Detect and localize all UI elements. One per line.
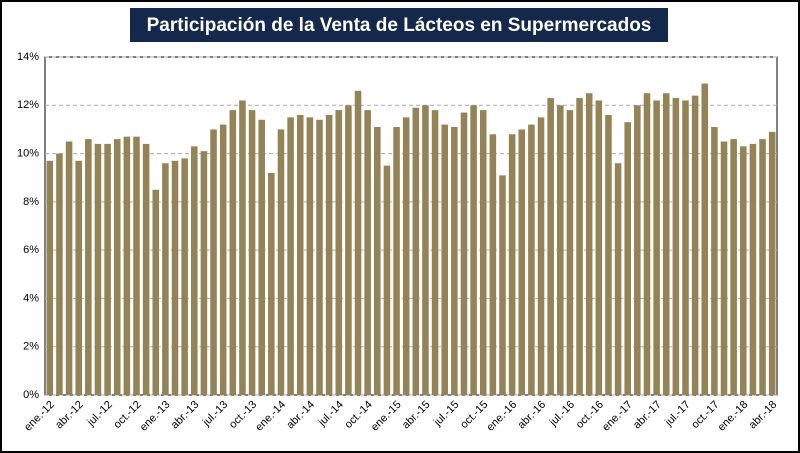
bar: [547, 98, 554, 396]
bar: [229, 110, 237, 395]
bar: [306, 117, 314, 395]
bar: [287, 117, 294, 395]
bar: [133, 136, 140, 395]
bar: [740, 146, 747, 395]
bar: [528, 124, 535, 395]
bar: [354, 90, 362, 396]
bar: [219, 124, 227, 395]
bar: [479, 110, 487, 395]
bar: [557, 105, 564, 396]
bar: [566, 110, 574, 395]
bar: [94, 143, 102, 395]
bar: [123, 136, 131, 395]
bar: [711, 127, 718, 395]
bar: [614, 163, 622, 395]
y-tick-label: 8%: [23, 196, 39, 208]
bar: [518, 129, 526, 395]
bar: [412, 107, 420, 395]
bar: [402, 117, 410, 395]
bar: [489, 134, 497, 395]
bar: [56, 153, 63, 395]
bar: [383, 165, 391, 395]
bar: [113, 139, 121, 395]
bar: [162, 163, 169, 395]
bar: [268, 172, 275, 395]
bar: [634, 105, 641, 396]
bar: [85, 139, 92, 395]
bar: [210, 129, 217, 395]
y-tick-label: 12%: [17, 99, 39, 111]
bar: [720, 141, 728, 395]
bar: [441, 124, 448, 395]
bar: [585, 93, 593, 395]
bar: [643, 93, 651, 395]
y-tick-label: 6%: [23, 244, 39, 256]
bar: [691, 95, 699, 395]
y-tick-label: 14%: [17, 51, 39, 63]
bar: [470, 105, 477, 396]
bar: [152, 189, 160, 395]
bar: [576, 98, 583, 396]
bar: [393, 127, 400, 395]
chart-title: Participación de la Venta de Lácteos en …: [147, 15, 652, 36]
bar: [335, 110, 343, 395]
bar: [258, 119, 265, 396]
bar: [672, 98, 680, 396]
bar: [508, 134, 516, 395]
bar: [499, 175, 506, 395]
y-tick-label: 4%: [23, 292, 39, 304]
bar: [374, 127, 381, 395]
bar: [653, 100, 660, 395]
bar: [316, 119, 323, 396]
bar: [46, 160, 54, 395]
bar: [730, 139, 737, 395]
bar: [624, 122, 631, 395]
bar: [171, 160, 179, 395]
bar: [662, 93, 670, 395]
bar: [431, 110, 439, 395]
bar: [191, 146, 198, 395]
bar: [142, 143, 150, 395]
bar: [682, 100, 689, 395]
bar: [75, 160, 82, 395]
y-tick-label: 2%: [23, 341, 39, 353]
bar: [181, 158, 188, 395]
bar: [422, 105, 429, 396]
bar: [296, 114, 304, 395]
bar: [768, 131, 776, 396]
bar: [460, 112, 468, 396]
bar: [595, 100, 603, 395]
bar: [759, 139, 766, 395]
bar: [451, 127, 458, 395]
bar: [345, 105, 352, 396]
bar: [325, 114, 333, 395]
bar: [749, 143, 757, 395]
y-tick-label: 0%: [23, 389, 39, 401]
bar: [364, 110, 371, 395]
bar: [248, 110, 256, 395]
title-box: [130, 8, 668, 42]
bar: [277, 129, 285, 395]
bar: [701, 83, 709, 396]
y-tick-label: 10%: [17, 147, 39, 159]
bar: [104, 143, 111, 395]
bar: [200, 151, 208, 395]
bar: [605, 114, 612, 395]
bar: [239, 100, 246, 395]
bar: [537, 117, 545, 395]
bar: [65, 141, 73, 395]
